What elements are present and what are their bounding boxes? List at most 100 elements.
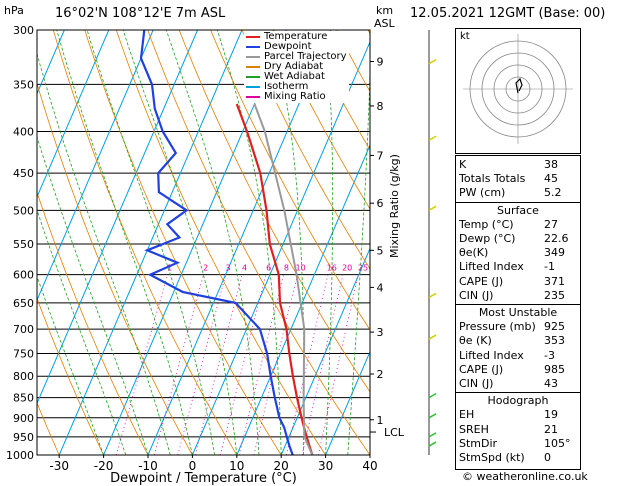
x-tick-label: 30 xyxy=(318,459,333,473)
location-title: 16°02'N 108°12'E 7m ASL xyxy=(55,6,226,21)
table-key: StmDir xyxy=(459,436,498,450)
table-key: Pressure (mb) xyxy=(459,320,536,334)
legend-label: Dry Adiabat xyxy=(264,61,324,72)
legend-label: Isotherm xyxy=(264,81,309,92)
mixing-ratio-label: 25 xyxy=(358,264,368,273)
isotherm xyxy=(325,350,370,455)
asl-label: ASL xyxy=(374,17,395,30)
pressure-tick-label: 800 xyxy=(13,370,34,383)
table-key: θe(K) xyxy=(459,246,489,260)
table-row: StmDir 105° xyxy=(459,437,577,451)
table-value: 925 xyxy=(544,320,565,334)
table-value: 235 xyxy=(544,288,565,302)
legend-label: Parcel Trajectory xyxy=(264,51,347,62)
table-value: 38 xyxy=(544,158,558,171)
footer-copyright: © weatheronline.co.uk xyxy=(462,470,588,483)
mixing-ratio-line xyxy=(238,274,284,455)
table-row: EH 19 xyxy=(459,408,577,422)
table-value: 371 xyxy=(544,274,565,288)
wind-barb xyxy=(428,413,437,419)
wet-adiabat xyxy=(37,135,149,455)
indices-table: K 38 Totals Totals 45 PW (cm) 5.2 Surface Temp … xyxy=(455,155,581,470)
dry-adiabat xyxy=(37,297,104,455)
table-value: 985 xyxy=(544,362,565,376)
wet-adiabat xyxy=(216,30,282,455)
table-row: Lifted Index -1 xyxy=(459,260,577,274)
series-parcel-trajectory xyxy=(253,103,314,455)
wind-barb xyxy=(428,334,437,340)
mixing-ratio-axis-label: Mixing Ratio (g/kg) xyxy=(388,154,401,258)
km-tick-label: 3 xyxy=(377,326,384,339)
isotherm xyxy=(236,143,370,455)
table-value: 45 xyxy=(544,172,558,186)
km-tick-label: 9 xyxy=(377,55,384,68)
legend-label: Mixing Ratio xyxy=(264,91,326,102)
table-row: θe (K) 353 xyxy=(459,334,577,348)
table-key: Lifted Index xyxy=(459,348,524,362)
table-section-title: Surface xyxy=(497,203,539,217)
pressure-tick-label: 350 xyxy=(13,78,34,91)
table-separator xyxy=(456,304,580,305)
pressure-tick-label: 1000 xyxy=(6,449,34,462)
x-axis-label: Dewpoint / Temperature (°C) xyxy=(110,471,297,486)
dry-adiabat xyxy=(84,30,282,455)
x-tick-label: 10 xyxy=(229,459,244,473)
legend-swatch xyxy=(246,66,260,68)
wind-barb xyxy=(428,441,437,447)
table-row: SREH 21 xyxy=(459,423,577,437)
isotherm xyxy=(37,30,154,302)
table-value: 43 xyxy=(544,377,558,390)
hodograph-unit: kt xyxy=(460,31,470,42)
table-key: CIN (J) xyxy=(459,377,494,390)
table-key: Totals Totals xyxy=(459,172,526,186)
mixing-ratio-line xyxy=(177,274,227,455)
plot-frame xyxy=(36,29,371,456)
table-value: -3 xyxy=(544,348,555,362)
mixing-ratio-label: 4 xyxy=(242,264,247,273)
legend-label: Wet Adiabat xyxy=(264,71,325,82)
table-section-title: Most Unstable xyxy=(478,306,558,319)
table-key: CAPE (J) xyxy=(459,362,504,376)
table-key: K xyxy=(459,158,467,171)
table-value: -1 xyxy=(544,260,555,274)
pressure-tick-label: 550 xyxy=(13,238,34,251)
km-tick-label: 7 xyxy=(377,149,384,162)
wind-barb xyxy=(428,292,437,299)
x-tick-label: -30 xyxy=(49,459,69,473)
wet-adiabat xyxy=(122,30,238,455)
table-key: SREH xyxy=(459,422,489,436)
dry-adiabat xyxy=(37,191,149,455)
table-row: CAPE (J) 985 xyxy=(459,363,577,377)
table-key: CAPE (J) xyxy=(459,274,504,288)
mixing-ratio-line xyxy=(153,274,204,455)
table-row: Pressure (mb) 925 xyxy=(459,320,577,334)
table-value: 349 xyxy=(544,246,565,260)
table-key: PW (cm) xyxy=(459,186,506,200)
dry-adiabat xyxy=(273,30,370,210)
table-row: θe(K) 349 xyxy=(459,246,577,260)
x-tick-label: 20 xyxy=(274,459,289,473)
legend-swatch xyxy=(246,36,260,38)
wet-adiabat xyxy=(325,30,334,455)
table-key: EH xyxy=(459,408,475,422)
table-separator xyxy=(456,201,580,203)
table-value: 22.6 xyxy=(544,232,569,245)
km-label: km xyxy=(376,4,394,17)
legend-swatch xyxy=(246,46,260,48)
pressure-tick-label: 650 xyxy=(13,297,34,310)
x-tick-label: -20 xyxy=(94,459,114,473)
hodograph xyxy=(463,34,573,144)
mixing-ratio-label: 10 xyxy=(296,264,306,273)
legend-item: Dry Adiabat xyxy=(246,62,347,72)
table-row: StmSpd (kt) 0 xyxy=(459,451,577,465)
table-key: Dewp (°C) xyxy=(459,232,516,245)
table-row: K 38 xyxy=(459,158,577,172)
isotherm xyxy=(280,247,370,455)
legend-item: Temperature xyxy=(246,32,347,42)
km-tick-label: 2 xyxy=(377,368,384,381)
legend-swatch xyxy=(246,96,260,98)
legend-item: Parcel Trajectory xyxy=(246,52,347,62)
datetime-title: 12.05.2021 12GMT (Base: 00) xyxy=(410,6,606,21)
dry-adiabat xyxy=(580,18,629,455)
